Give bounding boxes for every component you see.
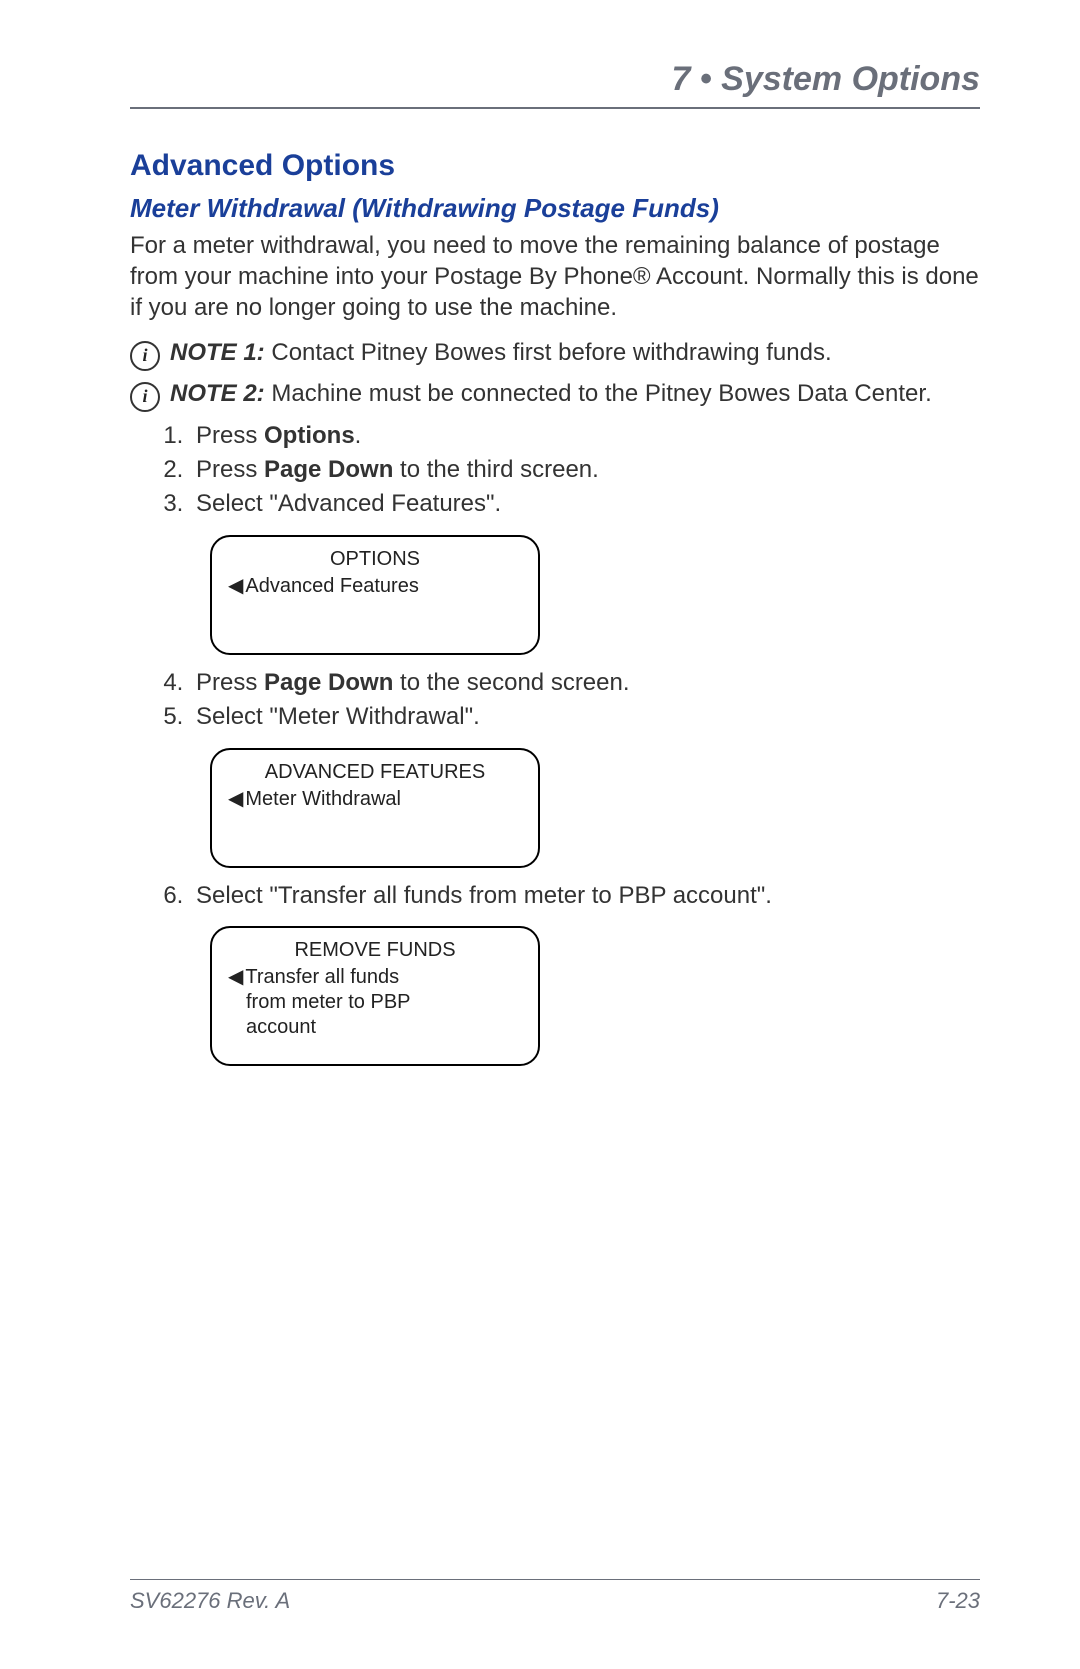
screen-3-body1: from meter to PBP [228,990,522,1015]
note-1-label: NOTE 1: [170,339,265,366]
chapter-header: 7 • System Options [130,60,980,109]
step-1: Press Options. [190,420,980,452]
info-icon: i [130,382,160,412]
step-2-c: to the third screen. [393,456,598,483]
step-5: Select "Meter Withdrawal". [190,701,980,733]
step-2-b: Page Down [264,456,393,483]
screen-advanced-features: ADVANCED FEATURES ◀Meter Withdrawal [210,748,540,868]
document-page: 7 • System Options Advanced Options Mete… [0,0,1080,1669]
screen-2-title: ADVANCED FEATURES [228,760,522,785]
note-2-text: NOTE 2: Machine must be connected to the… [170,379,932,409]
step-3: Select "Advanced Features". [190,488,980,520]
step-4-b: Page Down [264,669,393,696]
step-1-a: Press [196,422,264,449]
note-1-text: NOTE 1: Contact Pitney Bowes first befor… [170,338,832,368]
note-2: i NOTE 2: Machine must be connected to t… [130,379,980,412]
steps-list-3: Select "Transfer all funds from meter to… [130,880,980,912]
step-2-a: Press [196,456,264,483]
screen-1-wrap: OPTIONS ◀Advanced Features [210,535,980,655]
note-1-body: Contact Pitney Bowes first before withdr… [265,339,832,366]
step-4-a: Press [196,669,264,696]
steps-list-2: Press Page Down to the second screen. Se… [130,667,980,734]
note-2-label: NOTE 2: [170,380,265,407]
step-4-c: to the second screen. [393,669,629,696]
step-1-b: Options [264,422,355,449]
screen-3-wrap: REMOVE FUNDS ◀Transfer all funds from me… [210,926,980,1066]
steps-list-1: Press Options. Press Page Down to the th… [130,420,980,521]
step-2: Press Page Down to the third screen. [190,454,980,486]
info-icon: i [130,341,160,371]
left-triangle-icon: ◀ [228,965,243,990]
left-triangle-icon: ◀ [228,574,243,599]
step-6: Select "Transfer all funds from meter to… [190,880,980,912]
screen-2-item: Meter Withdrawal [245,787,401,812]
screen-1-line: ◀Advanced Features [228,574,522,599]
screen-remove-funds: REMOVE FUNDS ◀Transfer all funds from me… [210,926,540,1066]
section-title: Advanced Options [130,149,980,183]
note-2-body: Machine must be connected to the Pitney … [265,380,932,407]
screen-1-title: OPTIONS [228,547,522,572]
page-footer: SV62276 Rev. A 7-23 [130,1579,980,1614]
screen-3-item: Transfer all funds [245,965,399,990]
screen-3-body2: account [228,1015,522,1040]
screen-2-wrap: ADVANCED FEATURES ◀Meter Withdrawal [210,748,980,868]
screen-1-item: Advanced Features [245,574,418,599]
left-triangle-icon: ◀ [228,787,243,812]
screen-3-line: ◀Transfer all funds [228,965,522,990]
screen-2-line: ◀Meter Withdrawal [228,787,522,812]
intro-paragraph: For a meter withdrawal, you need to move… [130,230,980,324]
screen-3-title: REMOVE FUNDS [228,938,522,963]
step-1-c: . [355,422,362,449]
screen-options: OPTIONS ◀Advanced Features [210,535,540,655]
step-4: Press Page Down to the second screen. [190,667,980,699]
subsection-title: Meter Withdrawal (Withdrawing Postage Fu… [130,193,980,224]
footer-left: SV62276 Rev. A [130,1588,290,1614]
note-1: i NOTE 1: Contact Pitney Bowes first bef… [130,338,980,371]
footer-right: 7-23 [936,1588,980,1614]
